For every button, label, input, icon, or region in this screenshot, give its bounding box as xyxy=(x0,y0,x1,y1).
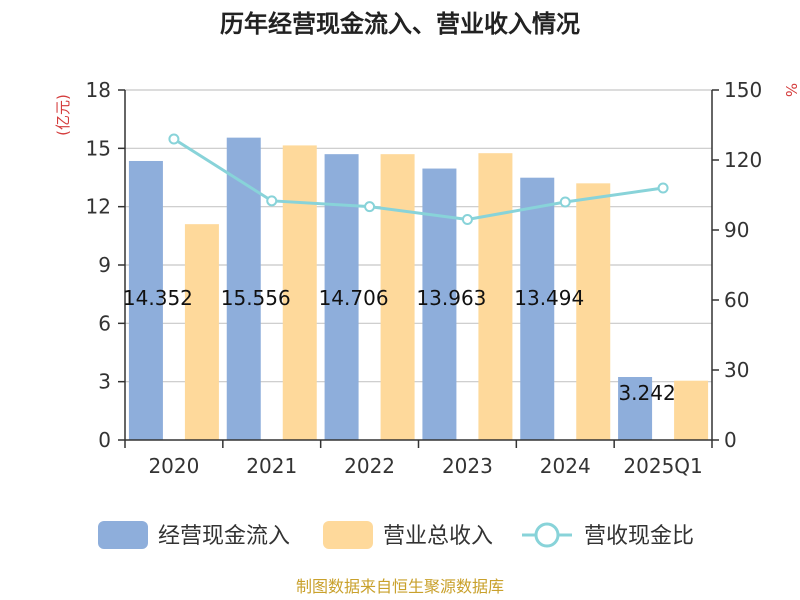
left-tick-label: 12 xyxy=(86,195,111,219)
left-tick-label: 3 xyxy=(98,370,111,394)
ratio-point xyxy=(266,195,278,207)
ratio-point xyxy=(559,196,571,208)
right-tick-label: 30 xyxy=(724,358,749,382)
bar-revenue xyxy=(184,224,219,440)
x-tick-label: 2024 xyxy=(540,454,591,478)
axes: 0 3 6 9 12 15 18 0 30 60 90 120 150 2020 2021 2022 2023 2… xyxy=(86,78,763,478)
ratio-line-series xyxy=(168,133,669,225)
x-tick-label: 2023 xyxy=(442,454,493,478)
bar-labels: 14.352 15.556 14.706 13.963 13.494 3.242 xyxy=(123,286,676,405)
bars xyxy=(128,137,709,441)
ratio-point xyxy=(657,182,669,194)
legend-label: 营收现金比 xyxy=(584,524,694,549)
right-tick-label: 60 xyxy=(724,288,749,312)
right-tick-label: 150 xyxy=(724,78,762,102)
x-tick-label: 2020 xyxy=(148,454,199,478)
bar-revenue xyxy=(478,153,513,440)
left-tick-label: 18 xyxy=(86,78,111,102)
bar-cash-inflow xyxy=(618,377,653,440)
legend: 经营现金流入 营业总收入 营收现金比 xyxy=(98,521,694,549)
bar-revenue xyxy=(380,154,415,440)
x-tick-label: 2022 xyxy=(344,454,395,478)
ratio-point xyxy=(168,133,180,145)
right-axis-unit: % xyxy=(782,83,800,97)
data-label: 14.706 xyxy=(319,286,389,310)
right-tick-label: 120 xyxy=(724,148,762,172)
left-tick-label: 0 xyxy=(98,428,111,452)
left-axis-unit: (亿元) xyxy=(54,94,72,136)
right-tick-label: 0 xyxy=(724,428,737,452)
data-label: 15.556 xyxy=(221,286,291,310)
left-tick-label: 15 xyxy=(86,136,111,160)
bar-cash-inflow xyxy=(520,177,555,440)
ratio-line xyxy=(173,137,664,222)
legend-swatch-marker xyxy=(534,522,560,548)
ratio-point xyxy=(461,214,473,225)
data-label: 13.963 xyxy=(416,286,486,310)
data-label: 3.242 xyxy=(618,381,675,405)
legend-swatch xyxy=(323,521,373,549)
bar-cash-inflow xyxy=(128,160,163,440)
legend-label: 营业总收入 xyxy=(383,524,493,549)
data-label: 13.494 xyxy=(514,286,584,310)
bar-revenue xyxy=(674,380,709,440)
legend-swatch xyxy=(98,521,148,549)
chart-title: 历年经营现金流入、营业收入情况 xyxy=(220,10,580,38)
x-tick-label: 2021 xyxy=(246,454,297,478)
bar-cash-inflow xyxy=(324,154,359,440)
bar-revenue xyxy=(576,183,611,441)
grid-lines xyxy=(125,89,712,383)
data-label: 14.352 xyxy=(123,286,193,310)
x-tick-label: 2025Q1 xyxy=(623,454,702,478)
legend-label: 经营现金流入 xyxy=(158,524,290,549)
right-tick-label: 90 xyxy=(724,218,749,242)
ratio-point xyxy=(364,201,376,213)
bar-cash-inflow xyxy=(226,137,261,440)
left-tick-label: 6 xyxy=(98,311,111,335)
bar-revenue xyxy=(282,145,317,440)
data-source: 制图数据来自恒生聚源数据库 xyxy=(296,577,504,596)
left-tick-label: 9 xyxy=(98,253,111,277)
